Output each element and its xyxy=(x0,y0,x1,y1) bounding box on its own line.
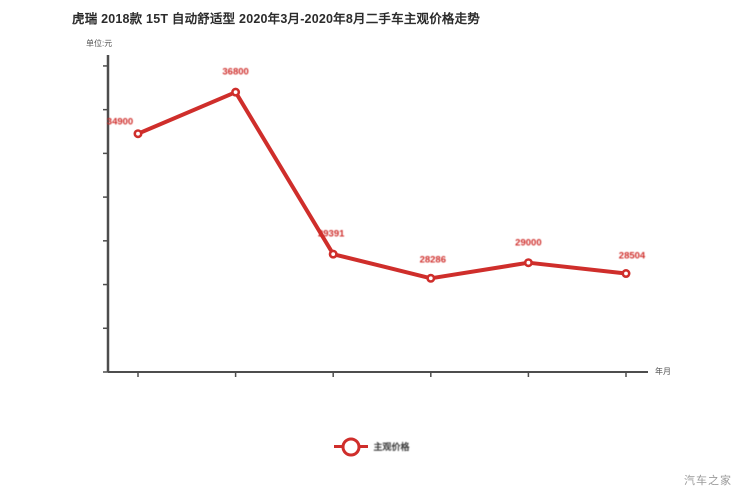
price-trend-line xyxy=(136,90,628,281)
data-point-label: 36800 xyxy=(222,66,249,78)
data-point-label: 28286 xyxy=(419,254,447,266)
y-axis-ticks xyxy=(103,65,108,373)
circle-marker-icon xyxy=(341,437,361,456)
data-point-marker xyxy=(426,273,436,283)
legend-line-swatch xyxy=(334,437,369,456)
data-point-marker xyxy=(133,129,143,139)
data-point-marker xyxy=(523,258,533,268)
data-point-marker xyxy=(328,249,338,259)
y-axis-label: 单位:元 xyxy=(86,39,113,48)
data-point-label: 34900 xyxy=(106,116,134,128)
data-point-label: 29000 xyxy=(515,237,542,249)
x-axis-ticks xyxy=(137,372,627,377)
data-point-label: 29391 xyxy=(317,228,345,240)
chart-title: 虎瑞 2018款 15T 自动舒适型 2020年3月-2020年8月二手车主观价… xyxy=(72,12,481,26)
legend-series-label: 主观价格 xyxy=(373,442,410,452)
data-point-markers xyxy=(133,87,631,283)
x-axis-label: 年月 xyxy=(655,367,671,376)
data-point-label: 28504 xyxy=(618,250,646,262)
watermark-logo: 汽车之家 xyxy=(684,475,732,487)
chart-legend: 主观价格 xyxy=(0,437,744,456)
axes xyxy=(103,55,648,377)
data-point-marker xyxy=(231,87,241,97)
data-point-marker xyxy=(621,269,631,279)
